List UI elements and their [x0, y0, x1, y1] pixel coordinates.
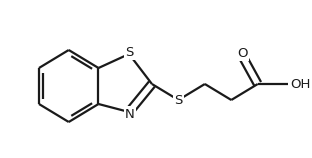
Text: S: S	[174, 94, 183, 106]
Text: N: N	[125, 107, 135, 121]
Text: OH: OH	[290, 78, 310, 91]
Text: O: O	[237, 47, 248, 60]
Text: S: S	[125, 46, 133, 58]
